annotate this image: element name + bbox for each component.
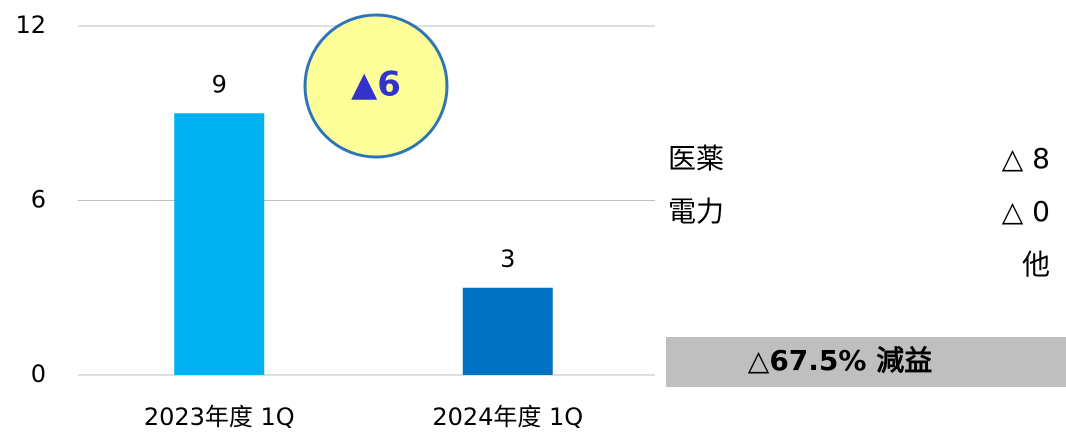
breakdown-label: 他 (1022, 248, 1050, 281)
breakdown-label: 医薬 (668, 142, 724, 175)
breakdown-value: △ 0 (1002, 195, 1050, 228)
annotation: ▲6 (351, 65, 401, 105)
x-tick-label: 2024年度 1Q (432, 403, 583, 431)
annotation-circle (303, 13, 449, 159)
breakdown-value: △ 8 (1002, 142, 1050, 175)
value-label: 3 (500, 245, 515, 273)
bar (174, 113, 265, 375)
y-tick-label: 0 (31, 360, 46, 388)
summary-box (666, 337, 1066, 387)
y-tick-label: 6 (31, 186, 46, 214)
bar (462, 287, 553, 375)
x-tick-label: 2023年度 1Q (144, 403, 295, 431)
breakdown-label: 電力 (668, 195, 724, 228)
value-label: 9 (212, 70, 227, 98)
summary: △67.5% 減益 (748, 344, 932, 377)
y-tick-label: 12 (15, 11, 46, 39)
